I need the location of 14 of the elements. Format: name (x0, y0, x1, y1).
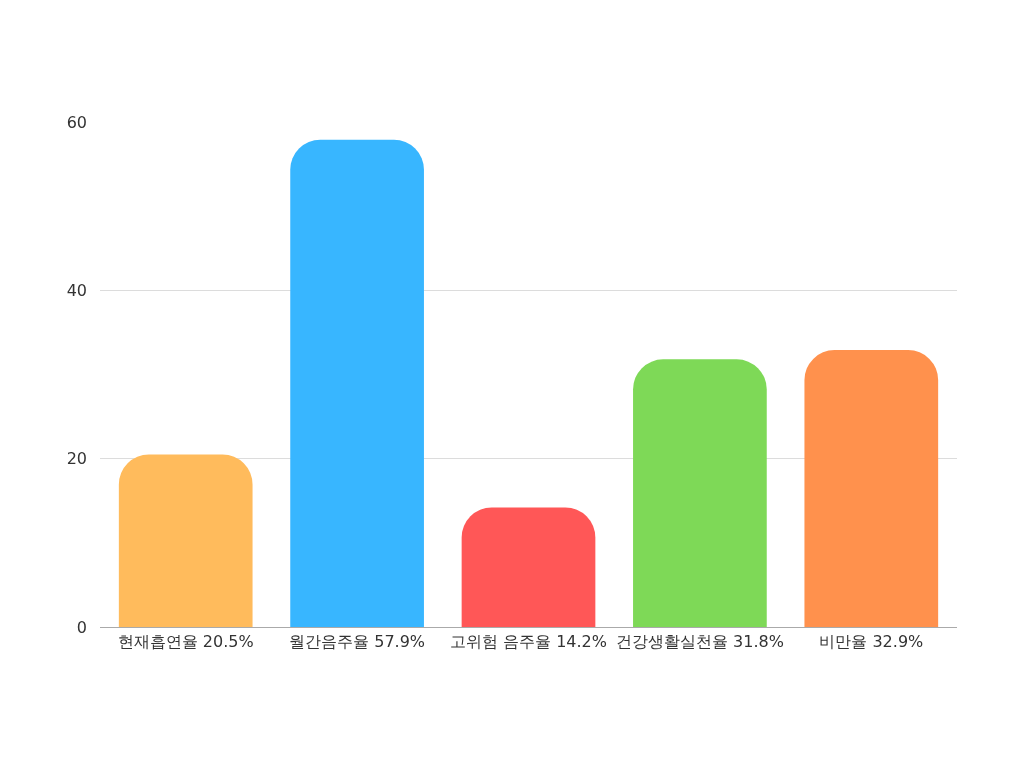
y-tick-label: 0 (76, 617, 87, 637)
bar (633, 359, 767, 627)
bar (461, 507, 596, 627)
x-tick-label: 비만율 32.9% (819, 632, 924, 652)
x-tick-label: 고위험 음주율 14.2% (450, 632, 607, 652)
x-tick-label: 건강생활실천율 31.8% (615, 632, 784, 652)
y-tick-label: 60 (66, 112, 87, 132)
x-tick-label: 월간음주율 57.9% (289, 632, 426, 652)
bar (118, 454, 253, 627)
x-tick-label: 현재흡연율 20.5% (117, 632, 254, 652)
y-tick-label: 40 (66, 280, 87, 300)
bar (290, 139, 424, 627)
y-tick-label: 20 (66, 449, 87, 469)
bar (804, 350, 939, 627)
